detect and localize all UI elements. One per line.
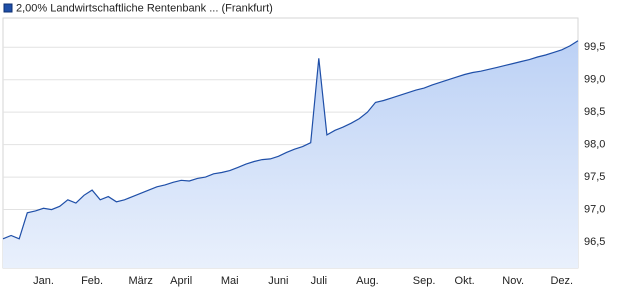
line — [2, 40, 579, 240]
x-tick-label: Okt. — [455, 275, 475, 287]
x-tick-label: Dez. — [550, 275, 573, 287]
x-tick-label: Mai — [221, 275, 239, 287]
legend-swatch — [3, 3, 13, 13]
x-tick-label: Juli — [311, 275, 328, 287]
y-tick-label: 99,0 — [584, 74, 605, 86]
y-tick-label: 98,0 — [584, 139, 605, 151]
x-tick-label: April — [170, 275, 192, 287]
x-tick-label: Jan. — [33, 275, 54, 287]
y-tick-label: 97,0 — [584, 203, 605, 215]
y-tick-label: 99,5 — [584, 41, 605, 53]
area — [3, 40, 578, 269]
y-tick-label: 97,5 — [584, 171, 605, 183]
y-tick-label: 98,5 — [584, 106, 605, 118]
x-tick-label: Sep. — [413, 275, 436, 287]
x-tick-label: März — [128, 275, 152, 287]
x-tick-label: Aug. — [356, 275, 379, 287]
x-tick-label: Nov. — [502, 275, 524, 287]
x-tick-label: Juni — [268, 275, 288, 287]
y-tick-label: 96,5 — [584, 236, 605, 248]
legend-label: 2,00% Landwirtschaftliche Rentenbank ...… — [16, 2, 273, 14]
x-tick-label: Feb. — [81, 275, 103, 287]
